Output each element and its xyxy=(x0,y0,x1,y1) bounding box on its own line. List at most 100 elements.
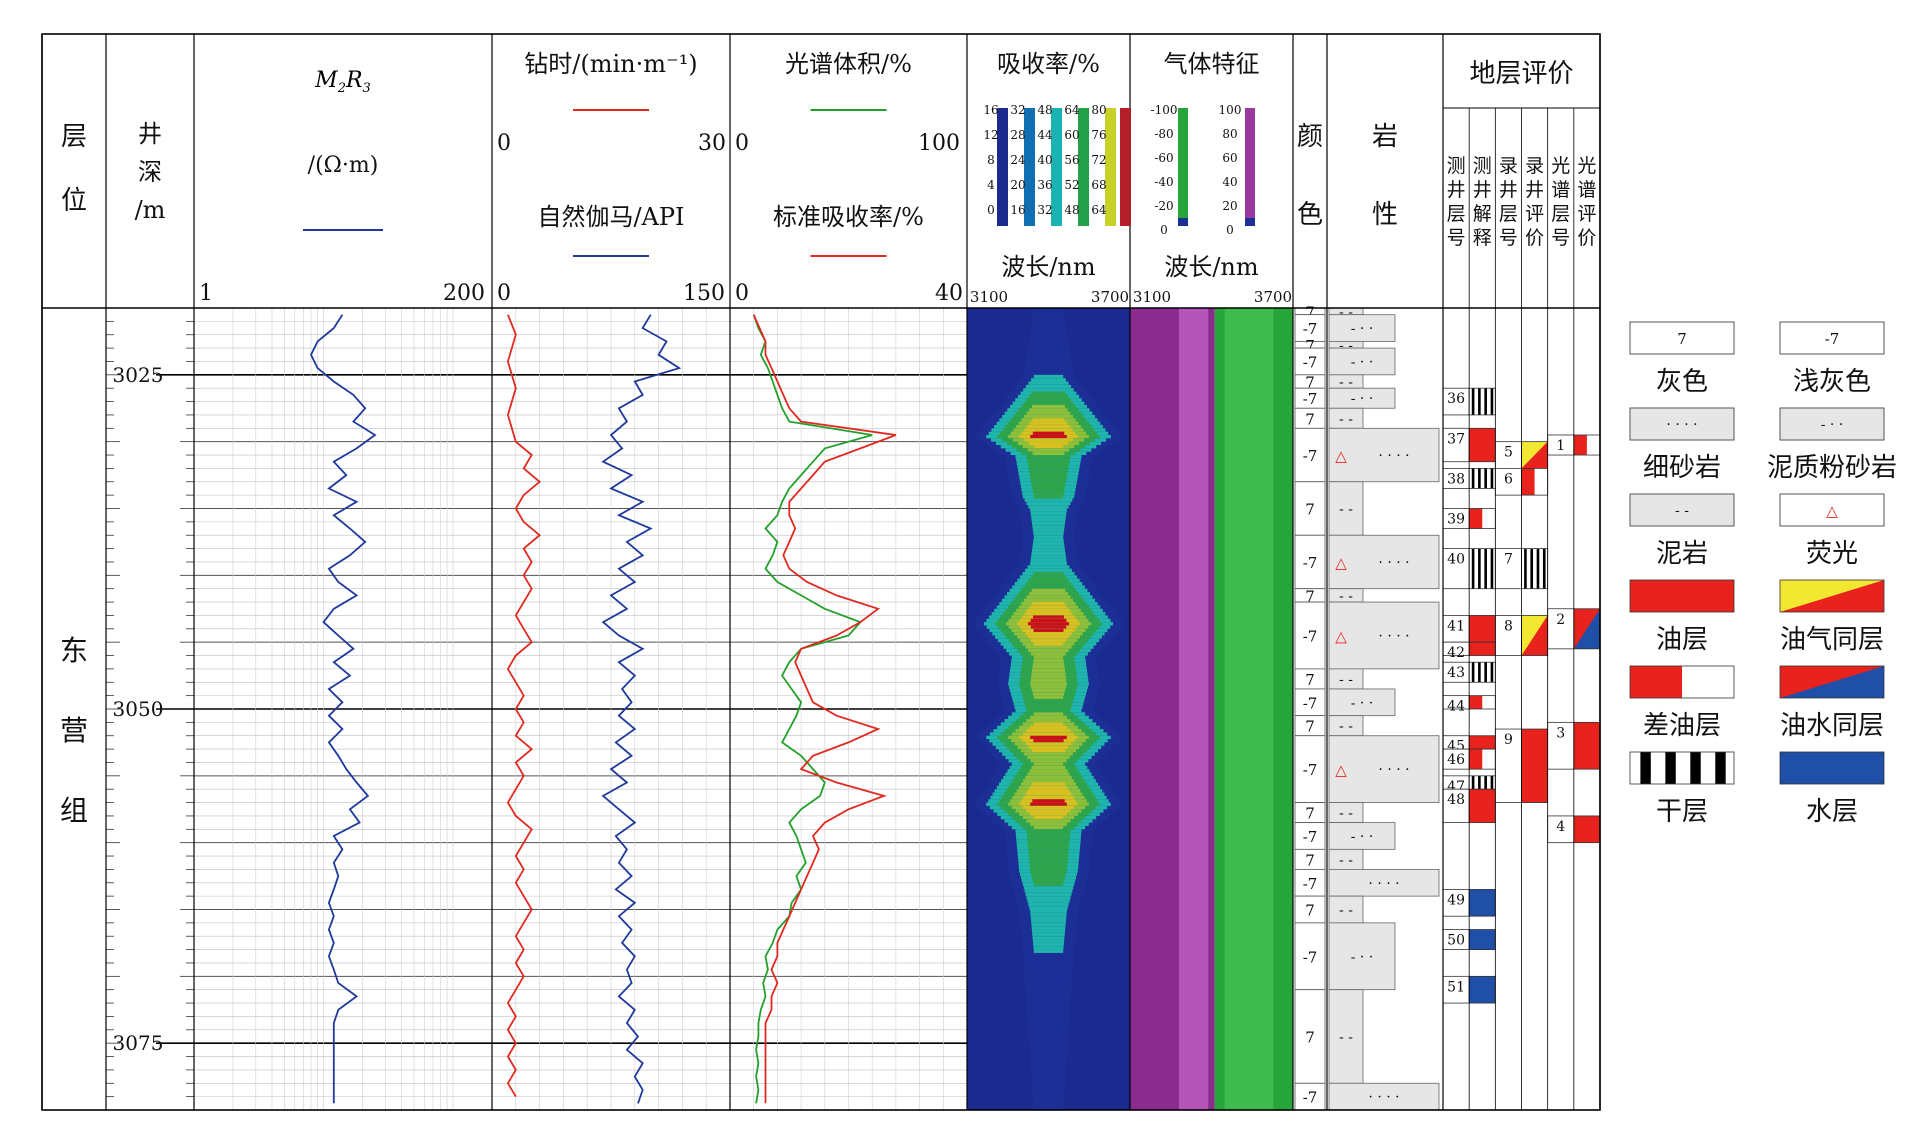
color-code: -7 xyxy=(1303,353,1318,371)
absorb-band xyxy=(1025,361,1072,366)
absorb-band xyxy=(1028,381,1069,386)
absorb-scale-label: 48 xyxy=(1037,103,1052,117)
color-code: -7 xyxy=(1303,627,1318,645)
legend-swatch-water xyxy=(1780,752,1884,784)
absorb-band xyxy=(1032,602,1065,607)
absorb-band xyxy=(1029,331,1068,336)
absorb-band xyxy=(1026,1003,1071,1008)
lithology-symbol: · · · · xyxy=(1378,555,1409,571)
legend-swatch-oilwater xyxy=(1779,665,1885,699)
formation-label: 营 xyxy=(60,714,88,747)
fluorescence-symbol: △ xyxy=(1335,627,1347,645)
absorb-band xyxy=(1030,759,1067,764)
color-code: 7 xyxy=(1305,501,1315,519)
gas-scale-label: 40 xyxy=(1222,175,1237,189)
absorb-band xyxy=(1031,922,1066,927)
absorb-band xyxy=(1023,698,1074,703)
gas-scale-label: 20 xyxy=(1222,199,1237,213)
gas-wmax: 3700 xyxy=(1254,288,1292,306)
absorb-band xyxy=(1031,652,1066,657)
absorb-band xyxy=(1031,876,1066,881)
legend-swatch-poor xyxy=(1630,666,1682,698)
layer-eval-dry xyxy=(1490,775,1494,790)
absorb-band xyxy=(1032,1093,1065,1098)
layer-eval-dry xyxy=(1471,468,1475,489)
absorb-band xyxy=(1028,1036,1069,1041)
absorb-band xyxy=(1027,344,1070,349)
absorb-band xyxy=(1028,505,1069,510)
legend-label: 油层 xyxy=(1656,625,1708,655)
absorb-band xyxy=(1029,862,1068,867)
layer-number: 2 xyxy=(1556,612,1565,628)
absorb-scale-label: 76 xyxy=(1091,128,1106,142)
color-cell xyxy=(1294,688,1326,717)
absorb-band xyxy=(1031,688,1066,693)
absorb-scale-label: 80 xyxy=(1091,103,1106,117)
absorb-scale-label: 40 xyxy=(1037,153,1052,167)
absorb-band xyxy=(1031,668,1066,673)
absorb-band xyxy=(1030,802,1067,807)
absorb-band xyxy=(1032,545,1065,550)
absorb-band xyxy=(1027,622,1070,627)
curve-钻时 xyxy=(506,314,541,1098)
lithology-symbol: - · · xyxy=(1351,354,1374,370)
layer-number: 5 xyxy=(1504,445,1513,461)
depth-label: 3025 xyxy=(113,363,164,387)
color-code: -7 xyxy=(1303,554,1318,572)
absorb-band xyxy=(1028,341,1069,346)
layer-number: 3 xyxy=(1556,725,1565,741)
lithology-cell xyxy=(1328,922,1396,991)
lithology-symbol: - - xyxy=(1339,719,1353,735)
strat-col-header: 层 xyxy=(1499,203,1518,225)
absorb-band xyxy=(1031,782,1066,787)
legend-label: 荧光 xyxy=(1806,539,1858,569)
absorb-band xyxy=(1029,605,1068,610)
absorb-scale-label: 16 xyxy=(983,103,998,117)
color-code: -7 xyxy=(1303,390,1318,408)
absorb-band xyxy=(1030,1066,1067,1071)
absorb-band xyxy=(1030,575,1067,580)
layer-eval-dry xyxy=(1490,468,1494,489)
absorb-band xyxy=(1027,1013,1070,1018)
absorb-band xyxy=(1030,478,1067,483)
absorb-band xyxy=(1029,866,1068,870)
layer-number: 48 xyxy=(1447,792,1465,808)
absorb-band xyxy=(1033,571,1064,576)
gas-scale-label: 0 xyxy=(1160,223,1168,237)
absorb-band xyxy=(1024,979,1073,984)
layer-eval-dry xyxy=(1478,388,1481,415)
absorb-band xyxy=(1031,1069,1066,1074)
color-cell xyxy=(1294,601,1326,670)
absorb-band xyxy=(1029,408,1068,413)
lithology-cell xyxy=(1328,427,1440,483)
absorb-band xyxy=(1032,692,1065,697)
gas-scale-bar-purple xyxy=(1245,108,1255,226)
strat-col-header: 层 xyxy=(1551,203,1570,225)
lithology-symbol: - - xyxy=(1339,852,1353,868)
absorb-band xyxy=(1031,378,1066,383)
layer-eval-dry xyxy=(1469,468,1496,489)
legend-symbol: - · · xyxy=(1821,417,1844,433)
color-header: 颜 xyxy=(1297,122,1323,152)
strat-col-header: 光 xyxy=(1551,155,1570,177)
legend-swatch-lightgray xyxy=(1779,321,1885,355)
absorb-band xyxy=(1031,588,1066,593)
lithology-cell xyxy=(1328,481,1364,536)
absorb-band xyxy=(1022,732,1075,737)
absorb-band xyxy=(1031,872,1066,877)
absorb-band xyxy=(1027,835,1070,840)
resistivity-max: 200 xyxy=(443,281,485,306)
absorb-band xyxy=(1023,371,1074,376)
stdabs-name: 标准吸收率/% xyxy=(773,203,924,231)
layer-no-cell xyxy=(1547,721,1575,770)
layer-eval-oil xyxy=(1469,642,1496,656)
layer-eval-water xyxy=(1469,889,1496,917)
absorb-band xyxy=(1026,595,1071,600)
absorb-band xyxy=(1029,785,1068,790)
absorb-band xyxy=(1031,919,1066,924)
absorb-band xyxy=(1030,715,1067,720)
strat-col-header: 测 xyxy=(1473,155,1492,177)
strat-col-header: 解 xyxy=(1473,203,1492,225)
layer-number: 37 xyxy=(1447,431,1465,447)
absorb-band xyxy=(1030,678,1067,683)
